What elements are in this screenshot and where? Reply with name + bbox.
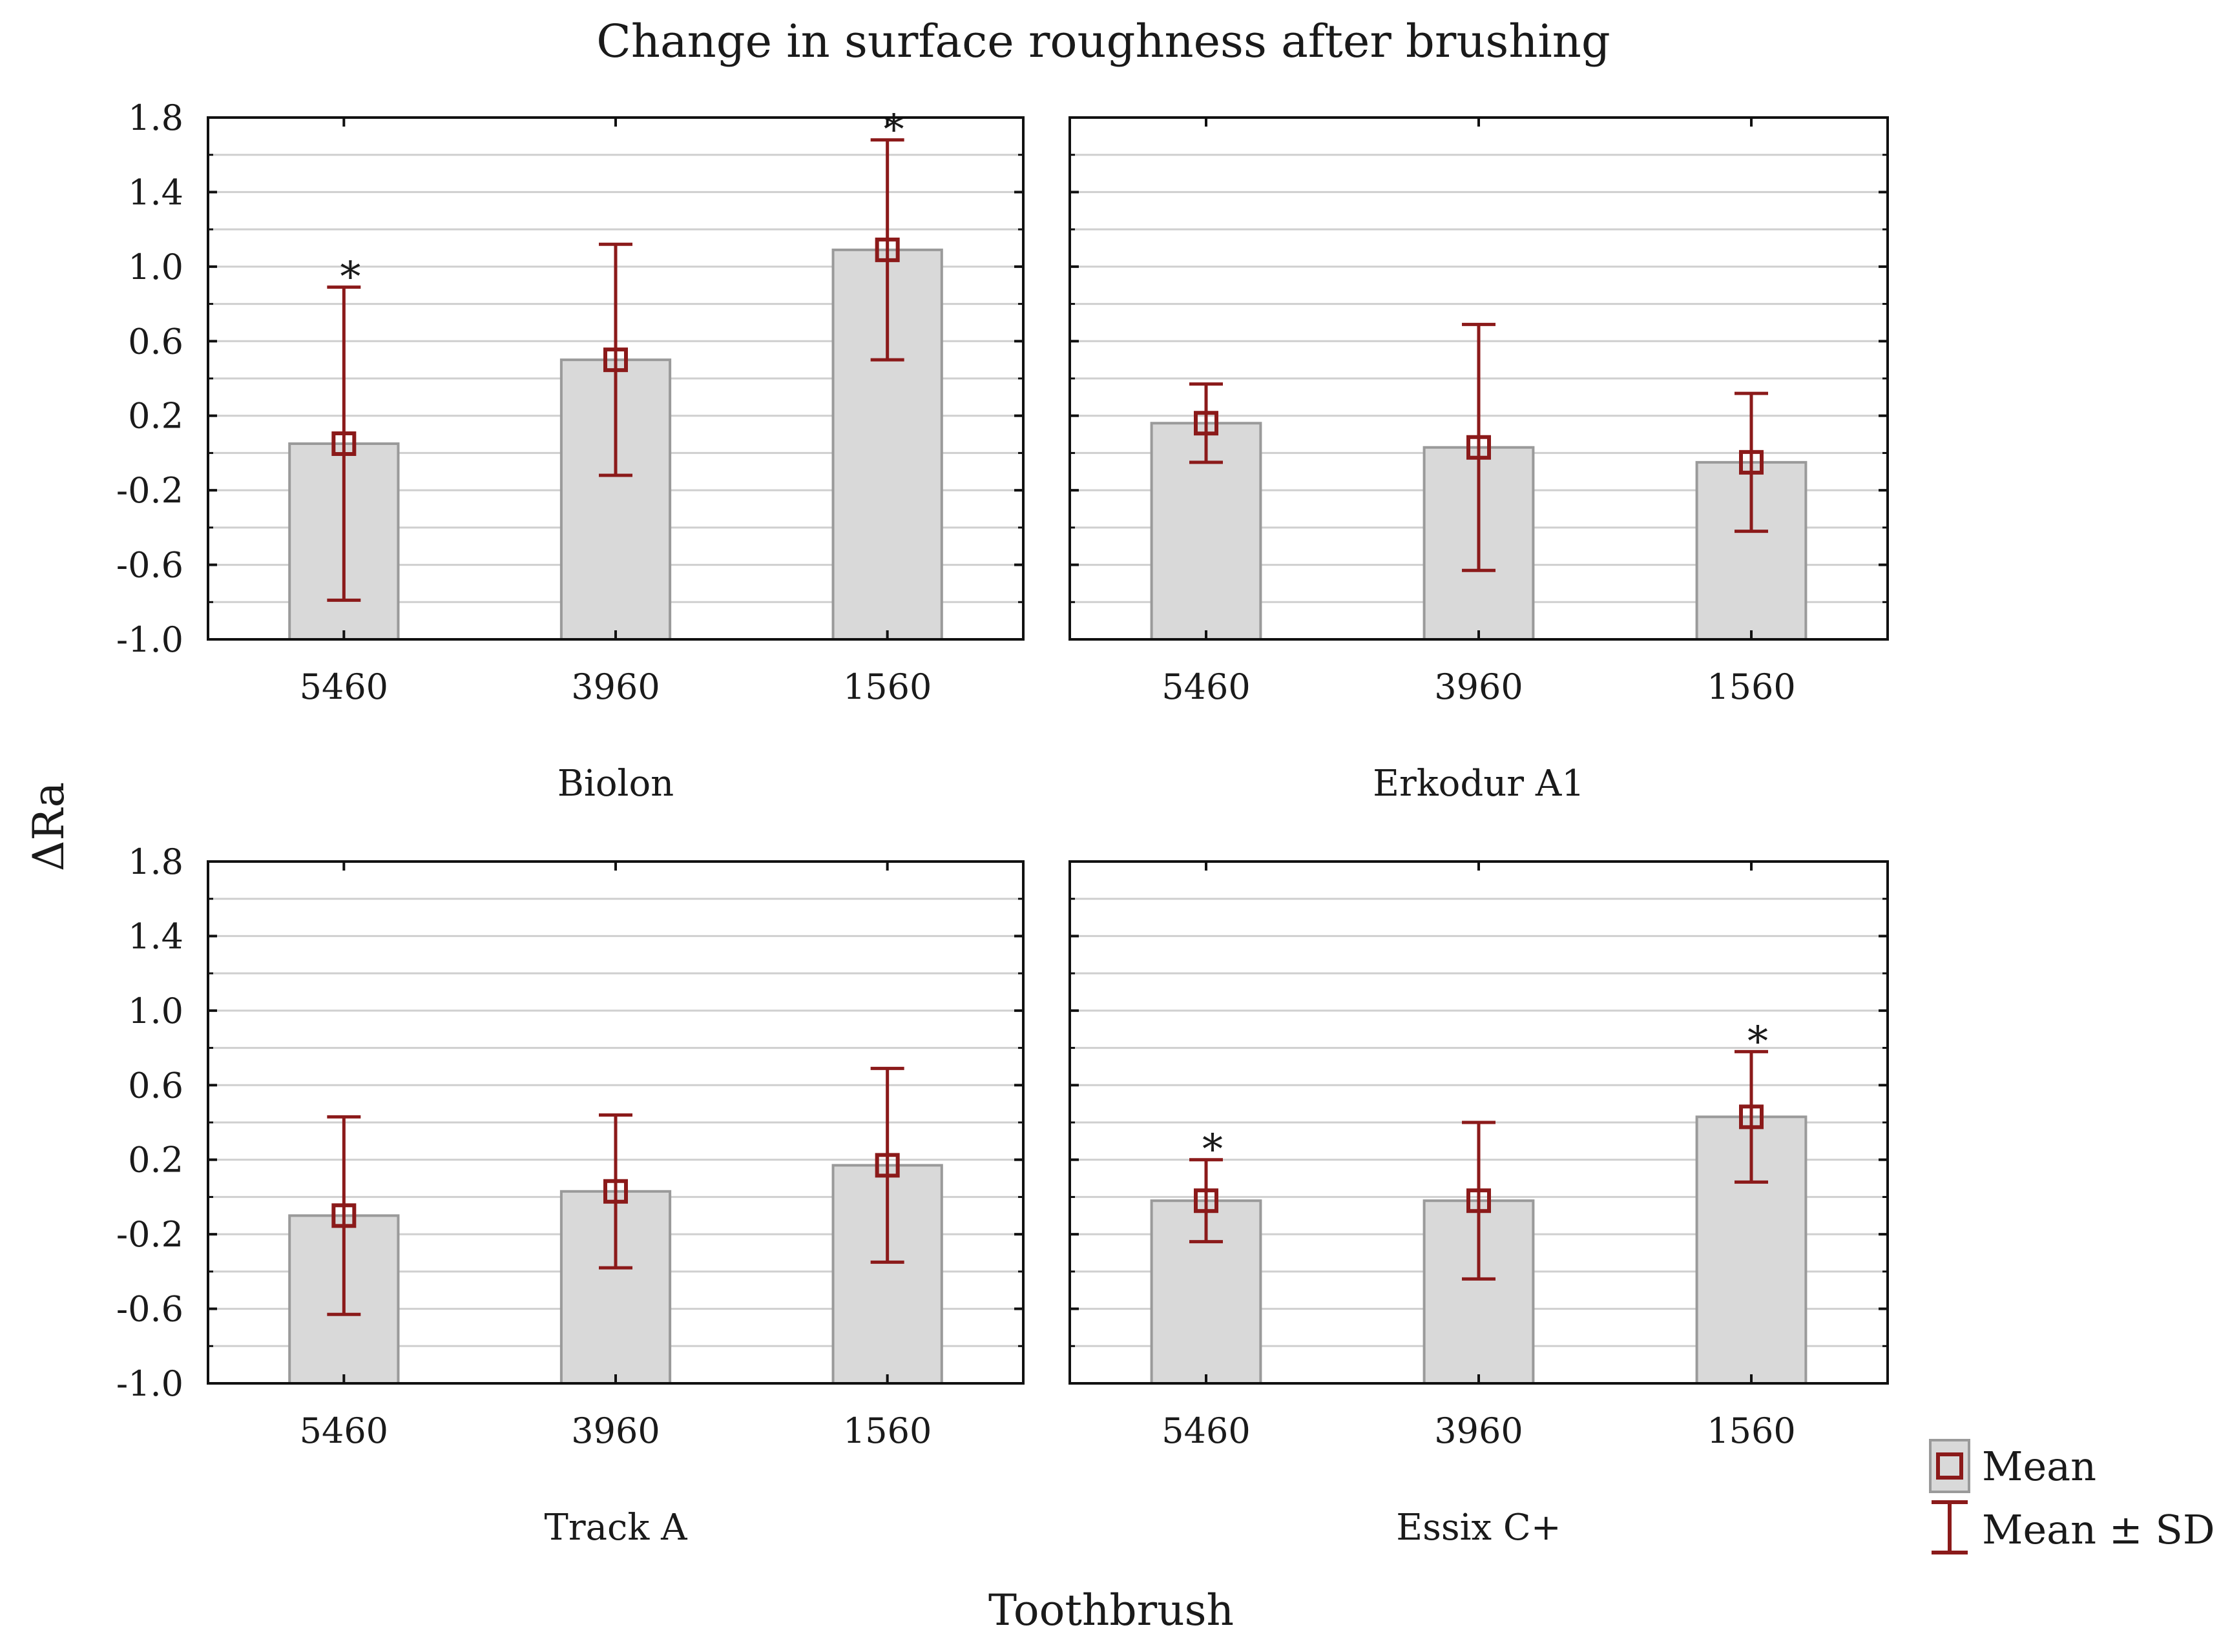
y-tick-label: -0.2 xyxy=(116,1214,183,1255)
mean-marker xyxy=(1739,1104,1764,1130)
significance-star: * xyxy=(884,107,904,154)
x-tick-label: 5460 xyxy=(1162,666,1250,707)
mean-marker xyxy=(1194,411,1218,436)
mean-marker xyxy=(875,1153,900,1178)
panel-label: Biolon xyxy=(558,763,674,805)
y-tick-label: 1.0 xyxy=(128,247,183,287)
mean-marker xyxy=(1739,449,1764,475)
mean-marker xyxy=(1466,435,1491,460)
y-axis-title: ΔRa xyxy=(24,782,74,871)
y-tick-label: -1.0 xyxy=(116,619,183,660)
y-tick-label: 0.2 xyxy=(128,396,183,437)
significance-star: * xyxy=(1747,1018,1768,1066)
mean-marker xyxy=(603,1179,628,1204)
panel-label: Erkodur A1 xyxy=(1373,763,1585,805)
y-tick-label: -1.0 xyxy=(116,1363,183,1404)
x-tick-label: 5460 xyxy=(300,666,388,707)
x-tick-label: 1560 xyxy=(1707,666,1795,707)
x-tick-label: 5460 xyxy=(1162,1410,1250,1451)
mean-marker xyxy=(1194,1188,1218,1213)
y-tick-label: 0.2 xyxy=(128,1140,183,1181)
panel-label: Track A xyxy=(544,1507,687,1549)
y-tick-label: -0.6 xyxy=(116,545,183,586)
x-tick-label: 5460 xyxy=(300,1410,388,1451)
x-tick-label: 3960 xyxy=(571,666,660,707)
y-tick-label: 1.0 xyxy=(128,991,183,1031)
chart-panels: * * -1.0 -0.6 -0.2 0.2 0.6 1.0 1.4 1.8 5460 3960 156… xyxy=(116,98,1889,1549)
legend-mean-marker xyxy=(1936,1452,1963,1480)
y-tick-label: 0.6 xyxy=(128,1065,183,1106)
legend-mean-label: Mean xyxy=(1982,1443,2096,1490)
x-tick-label: 1560 xyxy=(843,1410,932,1451)
y-tick-label: 0.6 xyxy=(128,321,183,362)
y-tick-label: 1.8 xyxy=(128,841,183,882)
mean-marker xyxy=(1466,1188,1491,1213)
legend-sd-label: Mean ± SD xyxy=(1982,1506,2215,1553)
panel-biolon: * * -1.0 -0.6 -0.2 0.2 0.6 1.0 1.4 1.8 5460 3960 156… xyxy=(116,98,1025,805)
y-tick-label: 1.4 xyxy=(128,916,183,956)
x-tick-label: 1560 xyxy=(1707,1410,1795,1451)
x-tick-label: 3960 xyxy=(1434,666,1523,707)
mean-marker xyxy=(331,1203,357,1228)
mean-marker xyxy=(331,431,357,456)
panel-erkodur-a1: 5460 3960 1560 Erkodur A1 xyxy=(1068,116,1889,805)
significance-star: * xyxy=(340,254,360,302)
panel-track-a: -1.0 -0.6 -0.2 0.2 0.6 1.0 1.4 1.8 5460 3960 1560 T… xyxy=(116,841,1025,1549)
x-axis-title: Toothbrush xyxy=(988,1585,1234,1635)
y-tick-label: 1.8 xyxy=(128,98,183,138)
panel-essix-c-: * * 5460 3960 1560 Essix C+ xyxy=(1068,860,1889,1549)
chart-legend: Mean Mean ± SD xyxy=(1929,1439,2215,1554)
x-tick-label: 3960 xyxy=(571,1410,660,1451)
significance-star: * xyxy=(1202,1126,1223,1174)
y-tick-label: -0.6 xyxy=(116,1289,183,1330)
chart-title: Change in surface roughness after brushi… xyxy=(596,15,1610,68)
x-tick-label: 1560 xyxy=(843,666,932,707)
y-tick-label: -0.2 xyxy=(116,470,183,511)
panel-label: Essix C+ xyxy=(1396,1507,1561,1549)
mean-marker xyxy=(603,347,628,373)
y-tick-label: 1.4 xyxy=(128,172,183,212)
mean-marker xyxy=(875,237,900,262)
x-tick-label: 3960 xyxy=(1434,1410,1523,1451)
